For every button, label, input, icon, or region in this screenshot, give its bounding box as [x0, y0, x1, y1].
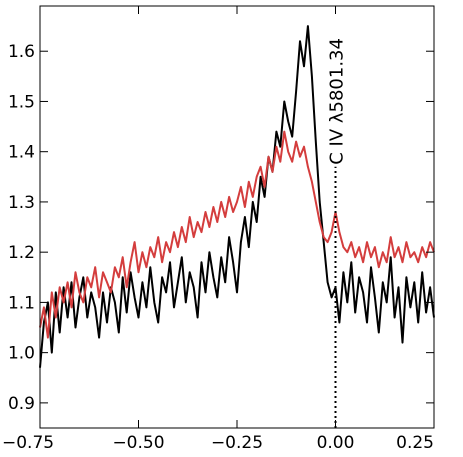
y-tick-label: 1.4	[8, 143, 35, 163]
y-tick-label: 1.6	[8, 42, 35, 62]
x-tick-label: −0.50	[112, 433, 164, 453]
plot-frame	[39, 5, 435, 429]
line-annotation-label: C IV λ5801.34	[327, 38, 348, 165]
y-tick-label: 0.9	[8, 394, 35, 414]
y-tick-label: 1.5	[8, 92, 35, 112]
y-tick-label: 1.0	[8, 344, 35, 364]
series-line-1	[39, 130, 435, 339]
y-tick-label: 1.2	[8, 243, 35, 263]
series-line-0	[39, 25, 435, 368]
x-tick-label: 0.25	[396, 433, 434, 453]
y-tick-label: 1.1	[8, 293, 35, 313]
ticks-layer: −0.75 −0.50 −0.25 0.00 0.25 0.9 1.0 1.1 1.2 1.3 1.…	[2, 6, 435, 453]
annotation-layer: C IV λ5801.34	[327, 38, 348, 428]
x-tick-label: −0.75	[2, 433, 54, 453]
x-tick-label: −0.25	[211, 433, 263, 453]
y-tick-label: 1.3	[8, 193, 35, 213]
x-tick-label: 0.00	[317, 433, 355, 453]
series-layer	[39, 25, 435, 368]
